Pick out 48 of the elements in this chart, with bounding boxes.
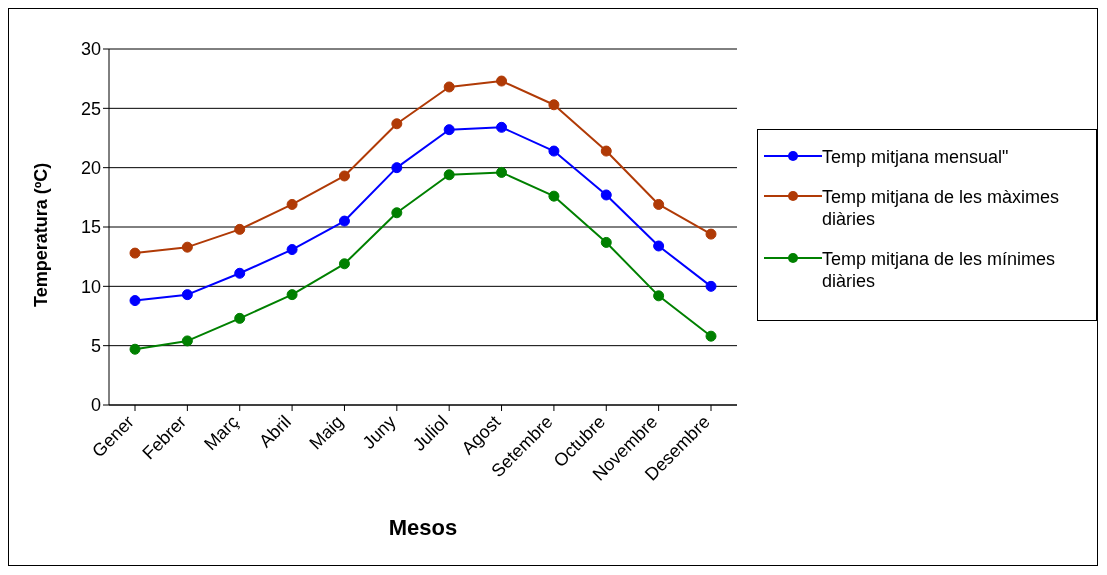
y-tick-label: 30: [80, 39, 101, 60]
point: [548, 99, 560, 111]
point: [129, 295, 141, 307]
point: [391, 118, 403, 130]
point: [129, 247, 141, 259]
point: [653, 240, 665, 252]
y-tick-label: 15: [80, 217, 101, 238]
point: [286, 198, 298, 210]
point: [653, 290, 665, 302]
point: [443, 81, 455, 93]
legend-label: Temp mitjana de les mínimes diàries: [822, 248, 1057, 292]
point: [129, 343, 141, 355]
point: [600, 145, 612, 157]
point: [705, 330, 717, 342]
y-axis-title: Temperatura (ºC): [31, 162, 52, 307]
legend-label: Temp mitjana mensual": [822, 146, 1009, 168]
point: [181, 335, 193, 347]
point: [181, 241, 193, 253]
point: [391, 207, 403, 219]
point: [234, 267, 246, 279]
y-tick-label: 5: [90, 336, 101, 357]
point: [338, 215, 350, 227]
point: [496, 166, 508, 178]
point: [181, 289, 193, 301]
point: [338, 170, 350, 182]
point: [286, 244, 298, 256]
point: [338, 258, 350, 270]
y-tick-label: 20: [80, 158, 101, 179]
point: [496, 75, 508, 87]
point: [548, 190, 560, 202]
y-tick-label: 25: [80, 98, 101, 119]
x-axis-title: Mesos: [388, 515, 458, 540]
point: [234, 223, 246, 235]
legend-label: Temp mitjana de les màximes diàries: [822, 186, 1061, 230]
point: [496, 121, 508, 133]
point: [286, 289, 298, 301]
point: [705, 280, 717, 292]
point: [600, 189, 612, 201]
point: [600, 236, 612, 248]
y-tick-label: 10: [80, 276, 101, 297]
point: [391, 162, 403, 174]
point: [234, 312, 246, 324]
point: [548, 145, 560, 157]
y-tick-label: 0: [90, 395, 101, 416]
point: [653, 198, 665, 210]
point: [443, 169, 455, 181]
point: [705, 228, 717, 240]
point: [443, 124, 455, 136]
